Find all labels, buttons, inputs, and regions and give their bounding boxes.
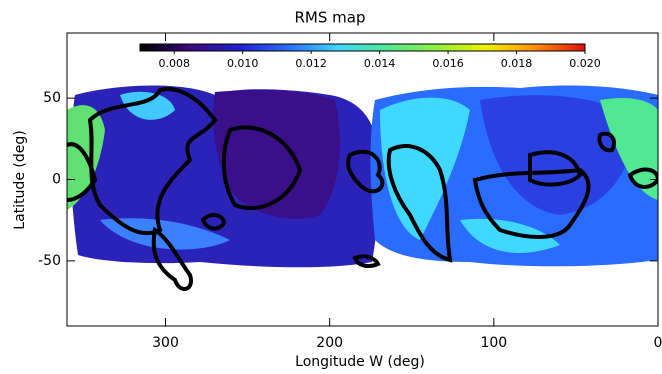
colorbar-tick-label: 0.014	[364, 57, 396, 70]
x-tick-label: 300	[152, 335, 179, 351]
y-tick-label: -50	[38, 253, 61, 269]
y-axis-label: Latitude (deg)	[12, 130, 28, 229]
chart-title: RMS map	[295, 9, 366, 27]
x-tick-label: 200	[316, 335, 343, 351]
x-tick-label: 0	[654, 335, 662, 351]
colorbar-tick-label: 0.012	[295, 57, 327, 70]
colorbar-tick-label: 0.016	[432, 57, 464, 70]
colorbar-tick-label: 0.018	[501, 57, 533, 70]
colorbar-tick-label: 0.020	[569, 57, 601, 70]
colorbar-tick-label: 0.010	[227, 57, 259, 70]
y-tick-label: 50	[43, 90, 61, 106]
colorbar: 0.008 0.010 0.012 0.014 0.016 0.018 0.020	[139, 43, 601, 70]
rms-map-image	[67, 85, 658, 291]
x-tick-label: 100	[480, 335, 507, 351]
x-axis-label: Longitude W (deg)	[295, 354, 425, 370]
colorbar-bar	[139, 43, 586, 52]
colorbar-tick-label: 0.008	[158, 57, 190, 70]
y-tick-label: 0	[52, 172, 61, 188]
